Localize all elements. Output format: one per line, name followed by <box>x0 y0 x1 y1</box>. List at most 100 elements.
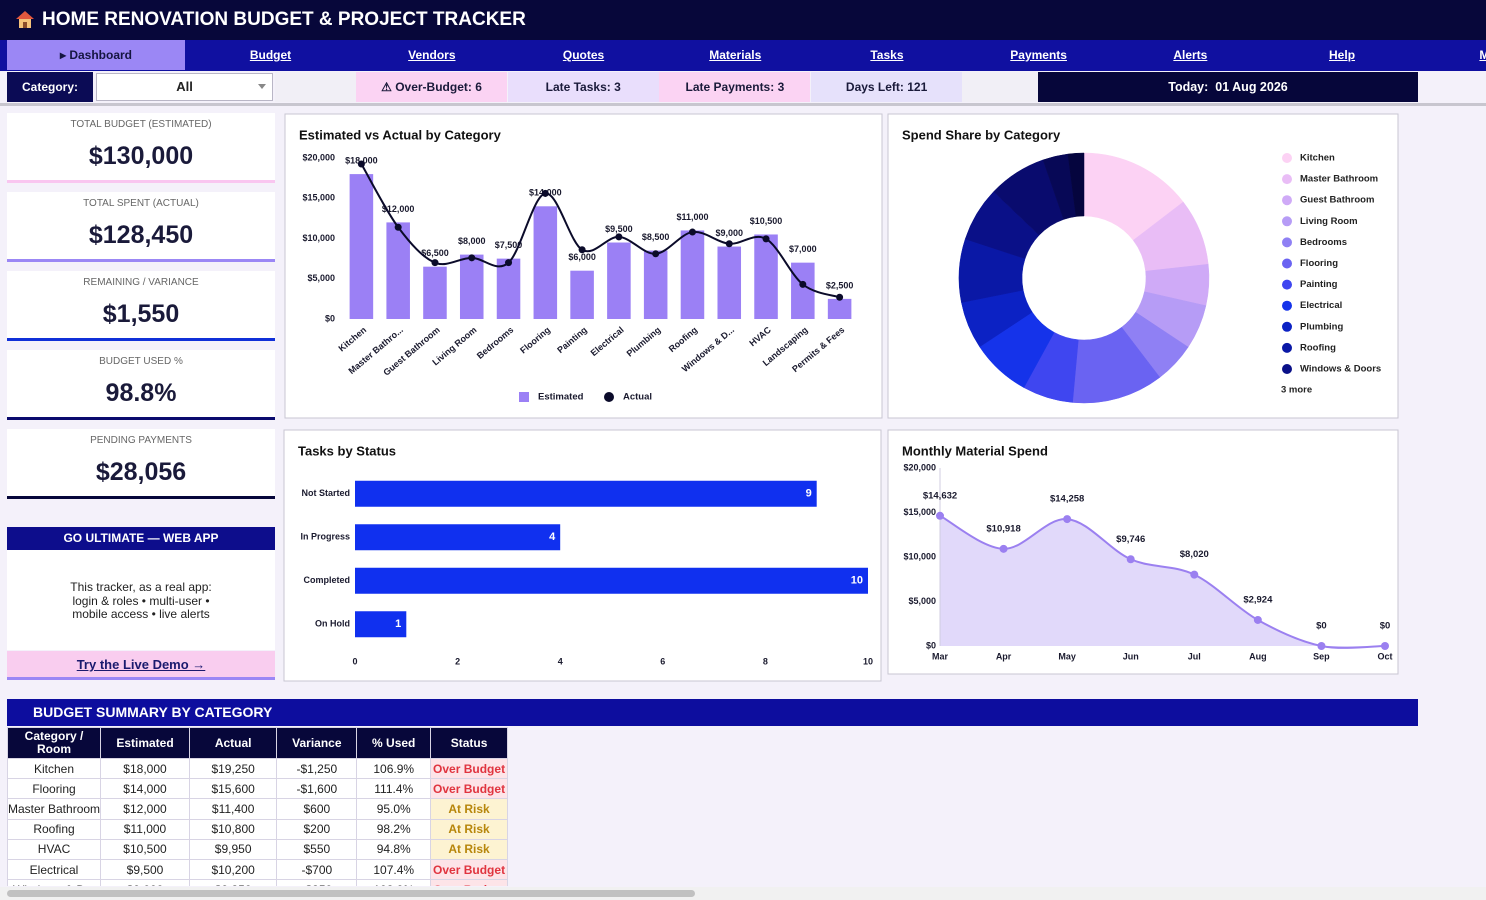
point <box>1063 515 1072 524</box>
table-cell: $600 <box>276 798 358 820</box>
point <box>936 511 944 520</box>
category-dropdown[interactable]: All <box>96 73 273 101</box>
blank-cell <box>275 72 356 102</box>
chart-panel <box>284 113 883 419</box>
legend-label: Actual <box>623 392 652 403</box>
legend-label: Living Room <box>1300 216 1358 227</box>
legend-label: Flooring <box>1300 258 1338 269</box>
kpi-card: REMAINING / VARIANCE $1,550 <box>7 271 275 341</box>
table-cell: Over Budget <box>430 879 508 886</box>
kpi-card: BUDGET USED % 98.8% <box>7 350 275 420</box>
chart-title: Monthly Material Spend <box>902 443 1048 458</box>
bar <box>355 611 407 638</box>
nav-tab[interactable]: Materials <box>709 48 762 62</box>
data-label: $0 <box>1380 621 1391 632</box>
point <box>1317 642 1326 650</box>
table-cell: Flooring <box>7 778 102 800</box>
nav-tab[interactable]: Budget <box>249 48 292 62</box>
bar <box>643 250 668 319</box>
data-label: 10 <box>851 575 863 587</box>
table-cell: Over Budget <box>430 778 508 800</box>
data-label: $9,000 <box>715 228 743 238</box>
kpi-label: BUDGET USED % <box>99 356 183 367</box>
promo-line: login & roles • multi-user • <box>72 593 210 608</box>
nav-tab[interactable]: Help <box>1329 48 1356 62</box>
kpi-card: TOTAL BUDGET (ESTIMATED) $130,000 <box>7 113 275 183</box>
point <box>541 189 549 197</box>
chart-title: Estimated vs Actual by Category <box>299 127 502 142</box>
page-title: HOME RENOVATION BUDGET & PROJECT TRACKER <box>42 9 526 30</box>
kpi-label: TOTAL SPENT (ACTUAL) <box>83 198 199 209</box>
bar <box>791 262 815 319</box>
table-cell: $9,350 <box>188 879 278 886</box>
point <box>615 233 623 241</box>
data-label: $11,000 <box>676 212 708 222</box>
kpi-label: PENDING PAYMENTS <box>90 435 192 446</box>
legend-swatch <box>1282 195 1292 206</box>
chart-panel <box>283 429 882 682</box>
bar <box>827 298 852 319</box>
bar <box>717 246 742 319</box>
legend-label: Estimated <box>538 392 584 403</box>
bar <box>680 230 705 319</box>
legend-more: 3 more <box>1281 385 1312 396</box>
table-cell: At Risk <box>430 818 508 840</box>
column-header: Variance <box>276 727 358 759</box>
y-tick-label: $15,000 <box>903 507 936 517</box>
bar <box>355 480 817 507</box>
bar <box>355 524 561 551</box>
filter-label: Category: <box>7 72 93 102</box>
nav-tab[interactable]: Payments <box>1010 48 1067 62</box>
legend-swatch <box>1282 364 1292 374</box>
nav-tab[interactable]: Vendors <box>408 48 456 62</box>
point <box>836 293 844 301</box>
legend-label: Windows & Doors <box>1300 364 1381 375</box>
nav-tab[interactable]: ▸ Dashboard <box>7 40 185 70</box>
data-label: $10,500 <box>750 216 783 226</box>
table-row: Electrical $9,500 $10,200 -$700 107.4% Over B… <box>7 858 508 881</box>
table-cell: Over Budget <box>430 858 508 881</box>
kpi-label: TOTAL BUDGET (ESTIMATED) <box>70 119 212 130</box>
demo-link[interactable]: Try the Live Demo → <box>7 651 275 680</box>
data-label: $6,500 <box>421 248 449 258</box>
y-tick-label: Completed <box>303 575 350 585</box>
scrollbar-thumb[interactable] <box>7 890 695 897</box>
data-label: 1 <box>395 618 401 630</box>
legend-swatch <box>1282 342 1292 353</box>
y-tick-label: $10,000 <box>903 551 936 561</box>
table-row: Master Bathroom $12,000 $11,400 $600 95.0% At… <box>7 798 508 820</box>
nav-tab[interactable]: Alerts <box>1173 48 1208 62</box>
data-label: $2,500 <box>826 280 854 290</box>
x-tick-label: May <box>1058 651 1076 661</box>
data-label: $9,746 <box>1116 534 1145 545</box>
table-cell: Windows & D... <box>7 879 102 886</box>
y-tick-label: In Progress <box>300 532 350 542</box>
legend-swatch <box>1282 237 1292 248</box>
data-label: $2,924 <box>1243 594 1273 605</box>
y-tick-label: $0 <box>926 640 936 650</box>
nav-tab[interactable]: Quotes <box>562 48 605 62</box>
chart-title: Spend Share by Category <box>902 127 1061 142</box>
x-tick-label: 4 <box>558 656 563 666</box>
promo-title: GO ULTIMATE — WEB APP <box>7 527 275 550</box>
y-tick-label: On Hold <box>315 619 350 629</box>
legend-swatch <box>519 392 529 402</box>
point <box>468 254 476 262</box>
legend-swatch <box>1282 321 1292 332</box>
point <box>688 228 696 236</box>
x-tick-label: Sep <box>1313 651 1330 661</box>
nav-bar: ▸ Dashboard Budget Vendors Quotes Materials T… <box>0 40 1486 71</box>
bar <box>349 174 374 319</box>
dropdown-arrow <box>258 84 266 89</box>
data-label: $8,000 <box>458 236 486 246</box>
nav-tab[interactable]: Tasks <box>870 48 904 62</box>
point <box>725 240 733 248</box>
y-tick-label: $20,000 <box>903 462 936 472</box>
data-label: $14,632 <box>923 490 957 501</box>
point <box>578 246 586 254</box>
nav-tab[interactable]: More <box>1479 48 1486 62</box>
chart-panel <box>887 429 1399 675</box>
y-tick-label: Not Started <box>301 488 350 498</box>
